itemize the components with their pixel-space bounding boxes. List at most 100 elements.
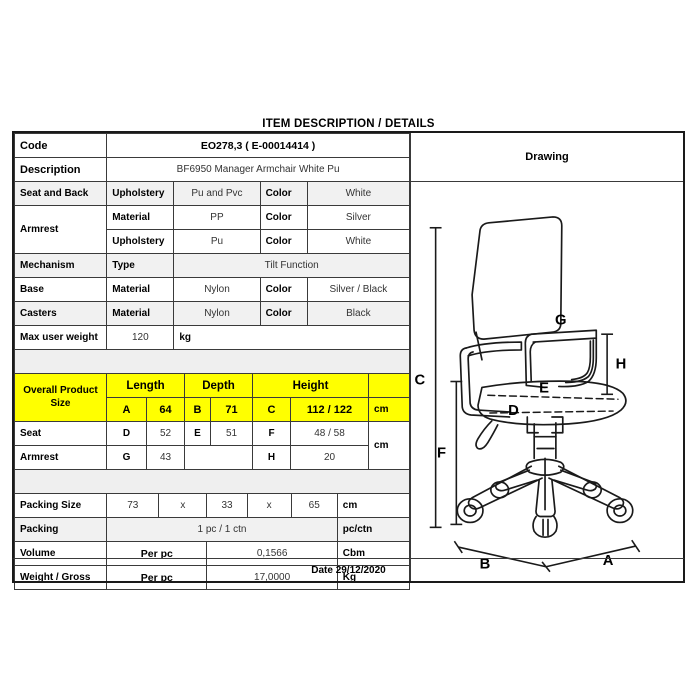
overall-length-value: 64	[145, 397, 186, 422]
seat-armrest-unit: cm	[368, 421, 411, 470]
armrest-depth-empty	[184, 445, 254, 470]
table-row-packing-size: Packing Size 73 x 33 x 65 cm	[13, 493, 411, 518]
seat-length-value: 52	[145, 421, 186, 446]
armrest-height-key: H	[252, 445, 292, 470]
packing-table: Packing Size 73 x 33 x 65 cm Packing 1 p…	[13, 493, 411, 590]
weight-unit: Kg	[336, 565, 411, 590]
seat-and-back-attr-value: Pu and Pvc	[173, 181, 261, 206]
page-title: ITEM DESCRIPTION / DETAILS	[262, 118, 435, 130]
packing-size-sep-2: x	[246, 493, 292, 518]
packing-size-height: 65	[290, 493, 338, 518]
seat-depth-key: E	[184, 421, 212, 446]
specification-table: Code EO278,3 ( E-00014414 ) Description …	[13, 133, 411, 590]
casters-label: Casters	[13, 301, 108, 326]
overall-height-value: 112 / 122	[290, 397, 370, 422]
table-row-mechanism: Mechanism Type Tilt Function	[13, 253, 410, 278]
table-row-max-user-weight: Max user weight 120 kg	[13, 325, 410, 350]
armrest-size-label: Armrest	[14, 445, 107, 470]
armrest-color-value-0: Silver	[306, 205, 411, 230]
dimension-label-A: A	[603, 553, 614, 569]
armrest-attr-1: Upholstery	[106, 229, 175, 254]
row-spacer-2	[13, 469, 411, 493]
packing-qty-label: Packing	[13, 517, 108, 542]
seat-depth-value: 51	[210, 421, 254, 446]
row-spacer-1	[14, 349, 410, 373]
armrest-attr-0: Material	[106, 205, 175, 230]
size-row-armrest: Armrest G 43 H 20	[14, 445, 410, 470]
table-row-armrest-upholstery: Upholstery Pu Color White	[15, 229, 411, 254]
seat-height-value: 48 / 58	[290, 421, 370, 446]
armrest-attr-value-1: Pu	[173, 229, 261, 254]
table-row-base: Base Material Nylon Color Silver / Black	[13, 277, 411, 302]
depth-header: Depth	[184, 373, 254, 398]
table-row-volume: Volume Per pc 0,1566 Cbm	[13, 541, 411, 566]
seat-and-back-color-label: Color	[259, 181, 308, 206]
base-attr: Material	[106, 277, 175, 302]
packing-qty-value: 1 pc / 1 ctn	[106, 517, 338, 542]
packing-size-label: Packing Size	[13, 493, 108, 518]
size-header-row: Overall Product Size Length Depth Height	[14, 373, 411, 422]
casters-attr: Material	[106, 301, 175, 326]
code-value: EO278,3 ( E-00014414 )	[106, 133, 410, 158]
seat-size-label: Seat	[14, 421, 107, 446]
overall-size-table: Overall Product Size Length Depth Height…	[13, 373, 411, 493]
packing-qty-unit: pc/ctn	[336, 517, 411, 542]
size-row-seat: Seat D 52 E 51 F 48 / 58 cm	[14, 421, 411, 470]
mechanism-attr-value: Tilt Function	[173, 253, 410, 278]
overall-product-size-label: Overall Product Size	[14, 373, 107, 422]
dimension-label-G: G	[555, 312, 567, 328]
size-row-overall: A 64 B 71 C 112 / 122 cm	[14, 397, 411, 422]
height-header: Height	[252, 373, 370, 398]
armrest-color-label-1: Color	[259, 229, 308, 254]
max-user-weight-label: Max user weight	[13, 325, 108, 350]
overall-height-key: C	[252, 397, 292, 422]
base-label: Base	[13, 277, 108, 302]
casters-color-label: Color	[259, 301, 308, 326]
base-attr-value: Nylon	[173, 277, 261, 302]
armrest-color-label-0: Color	[259, 205, 308, 230]
overall-length-key: A	[106, 397, 147, 422]
casters-color-value: Black	[306, 301, 411, 326]
seat-and-back-label: Seat and Back	[13, 181, 108, 206]
armrest-color-value-1: White	[306, 229, 411, 254]
date-row: Date 29/12/2020	[12, 558, 685, 583]
table-row-description: Description BF6950 Manager Armchair Whit…	[13, 157, 410, 182]
table-row-casters: Casters Material Nylon Color Black	[13, 301, 411, 326]
description-value: BF6950 Manager Armchair White Pu	[106, 157, 410, 182]
table-row-seat-and-back: Seat and Back Upholstery Pu and Pvc Colo…	[13, 181, 411, 206]
overall-depth-value: 71	[210, 397, 254, 422]
table-row-code: Code EO278,3 ( E-00014414 )	[13, 133, 410, 158]
seat-length-key: D	[106, 421, 147, 446]
office-chair-technical-drawing: C F H G E D B A	[415, 216, 641, 573]
date-text: Date 29/12/2020	[311, 564, 386, 576]
overall-unit: cm	[368, 397, 411, 422]
volume-label: Volume	[13, 541, 108, 566]
dimension-label-C: C	[415, 372, 426, 388]
size-unit-header-spacer	[368, 373, 411, 398]
packing-size-sep-1: x	[158, 493, 208, 518]
armrest-label: Armrest	[13, 205, 108, 254]
table-row-armrest-material: Armrest Material PP Color Silver	[13, 205, 411, 254]
mechanism-label: Mechanism	[13, 253, 108, 278]
base-color-value: Silver / Black	[306, 277, 411, 302]
armrest-length-value: 43	[145, 445, 186, 470]
weight-label: Weight / Gross	[13, 565, 108, 590]
code-label: Code	[13, 133, 108, 158]
casters-attr-value: Nylon	[173, 301, 261, 326]
armrest-length-key: G	[106, 445, 147, 470]
seat-height-key: F	[252, 421, 292, 446]
drawing-panel: Drawing	[410, 133, 683, 581]
length-header: Length	[105, 373, 186, 398]
dimension-label-D: D	[508, 403, 519, 419]
seat-and-back-color-value: White	[306, 181, 411, 206]
max-user-weight-unit: kg	[173, 325, 410, 350]
drawing-header: Drawing	[411, 133, 683, 182]
weight-per: Per pc	[106, 565, 208, 590]
dimension-label-B: B	[480, 557, 491, 573]
max-user-weight-value: 120	[106, 325, 175, 350]
base-color-label: Color	[259, 277, 308, 302]
dimension-label-E: E	[539, 380, 549, 396]
seat-and-back-attr: Upholstery	[106, 181, 175, 206]
armrest-height-value: 20	[290, 445, 370, 470]
